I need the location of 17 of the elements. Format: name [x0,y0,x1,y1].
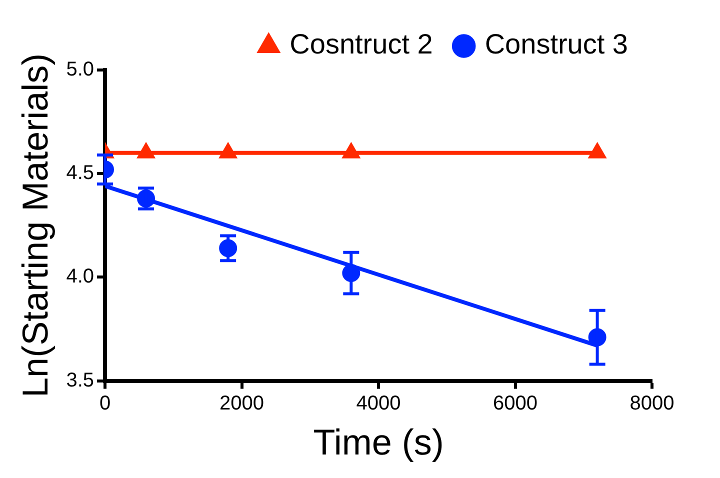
legend-label: Construct 3 [484,28,628,60]
y-tick-label: 3.5 [66,369,94,392]
x-axis-title: Time (s) [313,421,444,462]
y-tick-label: 4.5 [66,162,94,184]
point [343,144,360,158]
x-tick-label: 2000 [220,392,264,414]
legend-label: Cosntruct 2 [290,28,433,60]
x-tick-label: 8000 [630,392,674,414]
y-axis-title: Ln(Starting Materials) [14,53,56,398]
point [589,144,606,158]
x-tick-label: 4000 [356,392,401,414]
y-tick-label: 4.0 [66,266,94,288]
x-tick-label: 0 [99,392,111,414]
point [138,144,154,158]
y-tick-label: 5.0 [66,58,94,81]
x-tick-label: 6000 [493,392,538,414]
point [220,144,236,158]
